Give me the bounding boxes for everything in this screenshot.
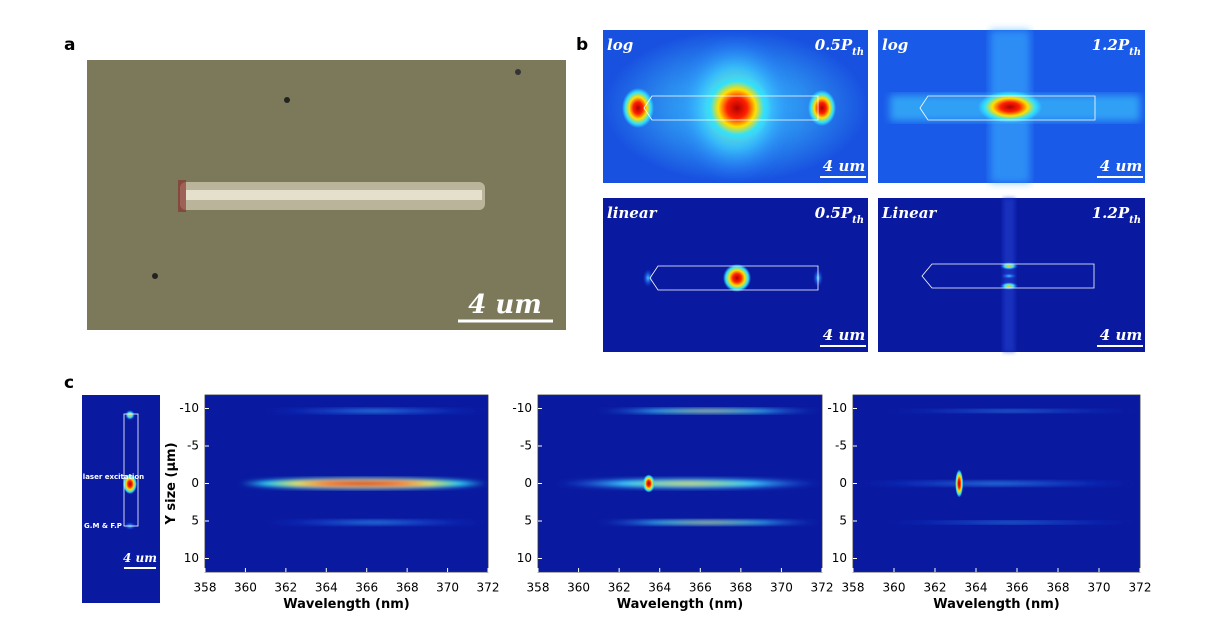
scale-bar-label: 4 um [123, 551, 157, 565]
power: 0.5P [815, 204, 853, 222]
x-tick-label: 360 [883, 581, 906, 595]
emission-streak [853, 480, 1140, 487]
power-subscript: th [852, 215, 864, 226]
x-tick-label: 372 [1129, 581, 1152, 595]
scale-bar-label: 4 um [823, 157, 865, 175]
x-tick-label: 362 [924, 581, 947, 595]
x-tick-label: 370 [770, 581, 793, 595]
emission-streak [594, 407, 823, 414]
particle [284, 97, 290, 103]
scale-tag: Linear [881, 204, 937, 222]
power: 0.5P [815, 36, 853, 54]
emission-peak [642, 474, 655, 493]
y-tick-label: 0 [524, 476, 532, 490]
x-tick-label: 368 [1047, 581, 1070, 595]
emission-streak [594, 519, 823, 526]
y-tick-label: -10 [512, 401, 532, 415]
x-tick-label: 358 [194, 581, 217, 595]
x-tick-label: 370 [436, 581, 459, 595]
x-axis-label: Wavelength (nm) [283, 597, 409, 612]
x-tick-label: 360 [234, 581, 257, 595]
x-tick-label: 362 [274, 581, 297, 595]
x-tick-label: 370 [1088, 581, 1111, 595]
y-axis-label: Y size (μm) [164, 442, 179, 525]
image-log-low [603, 30, 868, 183]
emission-streak [238, 477, 488, 490]
x-tick-label: 358 [842, 581, 865, 595]
scale-tag: log [882, 36, 908, 54]
inset-label: G.M & F.P [84, 522, 122, 530]
image-log-high [878, 30, 1145, 183]
x-axis-label: Wavelength (nm) [933, 597, 1059, 612]
x-tick-label: 364 [648, 581, 671, 595]
power-tag: 1.2Pth [1092, 36, 1141, 58]
y-tick-label: 10 [184, 551, 199, 565]
emission-streak [261, 407, 488, 414]
inset-image: Local laser excitation G.M & F.P 4 um [60, 395, 160, 603]
y-tick-label: 5 [191, 514, 199, 528]
x-tick-label: 358 [527, 581, 550, 595]
power-tag: 0.5Pth [815, 36, 864, 58]
power-subscript: th [852, 47, 864, 58]
x-tick-label: 372 [811, 581, 834, 595]
y-tick-label: -5 [187, 439, 199, 453]
particle [515, 69, 521, 75]
y-tick-label: -10 [827, 401, 847, 415]
rod-end [178, 180, 186, 212]
x-tick-label: 368 [729, 581, 752, 595]
scale-bar-label: 4 um [823, 326, 865, 344]
x-tick-label: 360 [567, 581, 590, 595]
emission-streak [555, 477, 822, 490]
x-tick-label: 364 [315, 581, 338, 595]
y-tick-label: 10 [832, 551, 847, 565]
power: 1.2P [1092, 204, 1130, 222]
scale-bar-label: 4 um [1100, 326, 1142, 344]
emission-streak [261, 519, 488, 526]
power-tag: 1.2Pth [1092, 204, 1141, 226]
scale-bar-label: 4 um [1100, 157, 1142, 175]
y-tick-label: -5 [520, 439, 532, 453]
power: 1.2P [1092, 36, 1130, 54]
panel-label: c [64, 373, 74, 393]
x-axis-label: Wavelength (nm) [617, 597, 743, 612]
x-tick-label: 362 [608, 581, 631, 595]
particle [152, 273, 158, 279]
emission-streak [881, 520, 1140, 525]
image-linear-low [603, 198, 868, 352]
x-tick-label: 364 [965, 581, 988, 595]
rod-core [186, 190, 482, 200]
x-tick-label: 366 [355, 581, 378, 595]
y-tick-label: 0 [191, 476, 199, 490]
y-tick-label: 10 [517, 551, 532, 565]
power-tag: 0.5Pth [815, 204, 864, 226]
y-tick-label: 5 [524, 514, 532, 528]
emission-streak [881, 408, 1140, 413]
y-tick-label: 0 [839, 476, 847, 490]
x-tick-label: 368 [396, 581, 419, 595]
image-linear-high [878, 198, 1145, 352]
emission-peak [955, 469, 964, 498]
panel-label: b [576, 35, 588, 55]
power-subscript: th [1129, 47, 1141, 58]
x-tick-label: 366 [1006, 581, 1029, 595]
scale-tag: linear [607, 204, 658, 222]
y-tick-label: 5 [839, 514, 847, 528]
x-tick-label: 372 [477, 581, 500, 595]
power-subscript: th [1129, 215, 1141, 226]
y-tick-label: -5 [835, 439, 847, 453]
y-tick-label: -10 [179, 401, 199, 415]
scale-tag: log [607, 36, 633, 54]
scale-bar-label: 4 um [468, 290, 542, 320]
inset-label: Local laser excitation [60, 473, 144, 481]
x-tick-label: 366 [689, 581, 712, 595]
panel-label: a [64, 35, 75, 55]
